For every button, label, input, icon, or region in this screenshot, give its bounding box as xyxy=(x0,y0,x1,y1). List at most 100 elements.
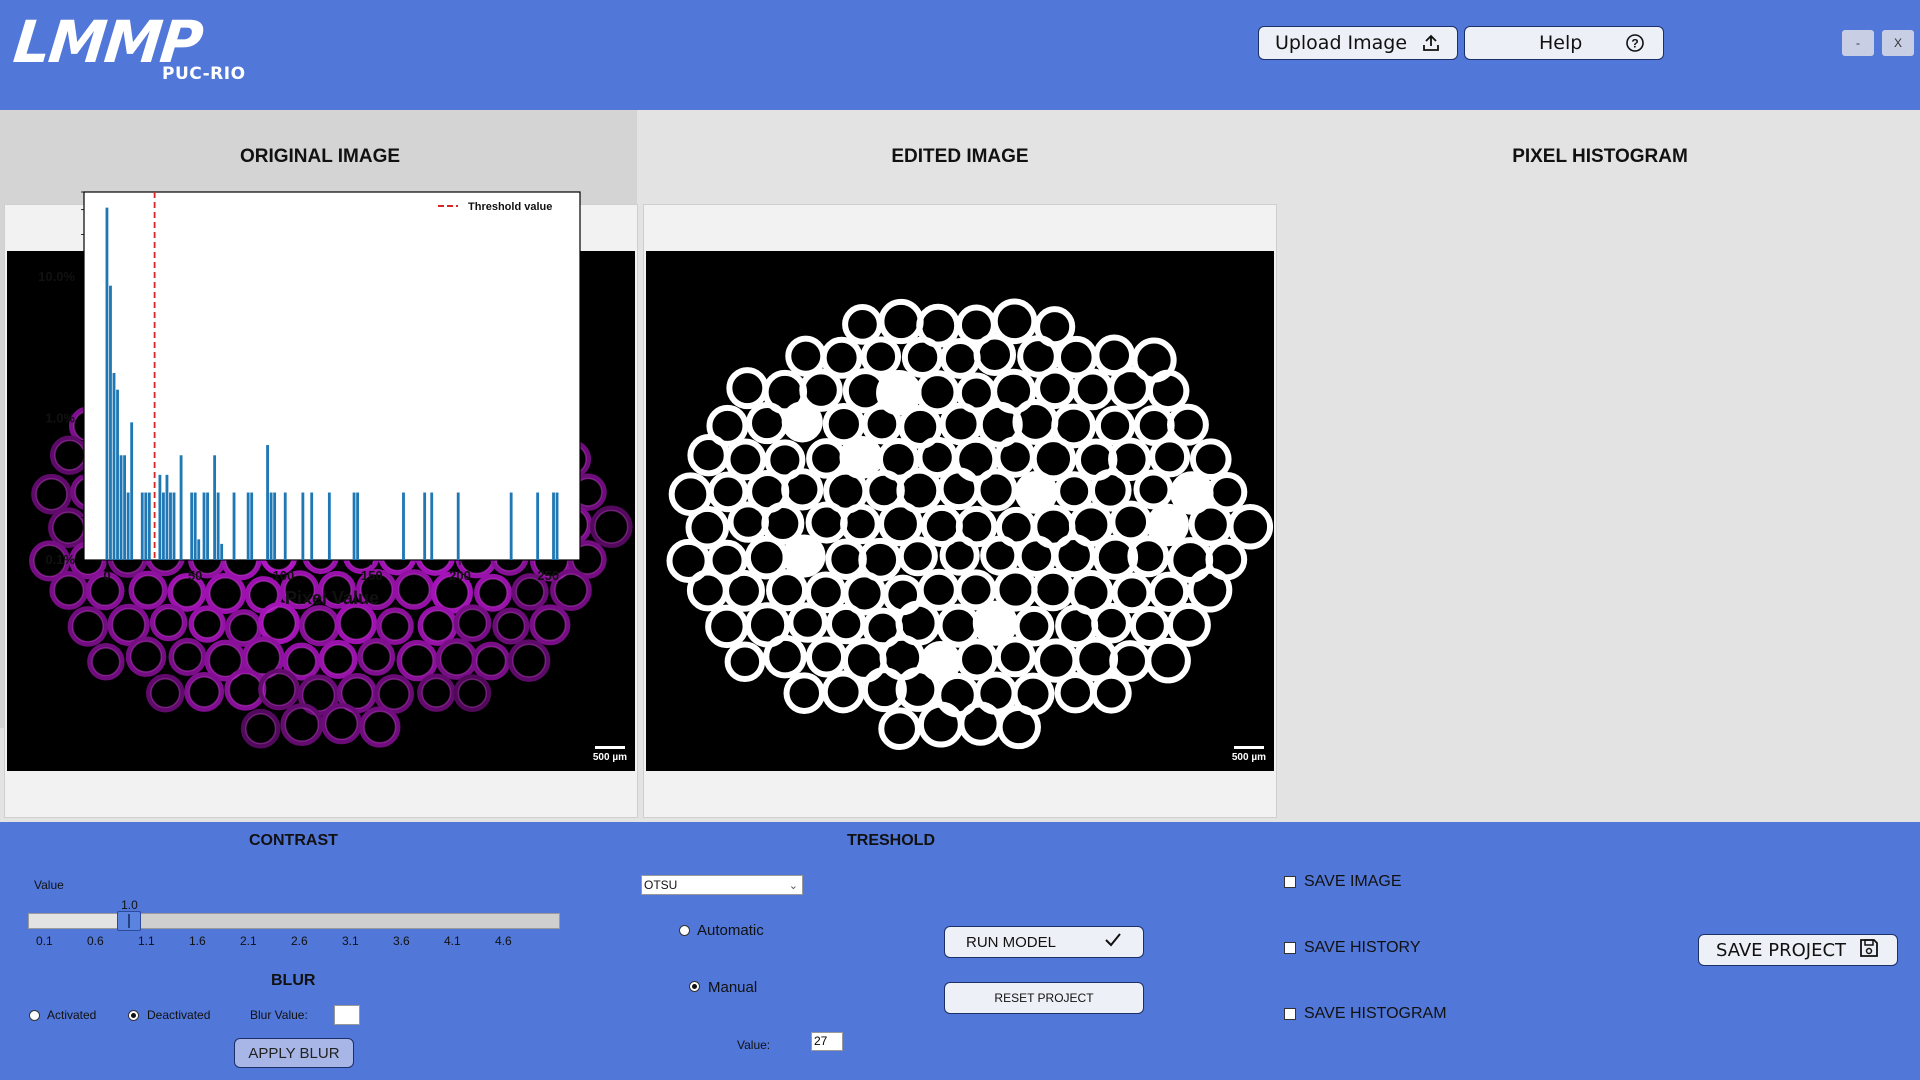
threshold-title: TRESHOLD xyxy=(847,832,935,849)
original-scale-bar: 500 µm xyxy=(593,746,627,763)
contrast-title: CONTRAST xyxy=(249,832,338,849)
histogram-bar-2 xyxy=(112,373,116,560)
question-circle-icon: ? xyxy=(1625,33,1645,53)
controls-panel: CONTRAST Value 1.0 0.1 0.6 1.1 1.6 2.1 2.6 3.1… xyxy=(0,822,1920,1080)
upload-image-label: Upload Image xyxy=(1274,32,1408,54)
contrast-tick-3.1: 3.1 xyxy=(342,934,359,948)
histogram-bar-22 xyxy=(213,455,217,560)
save-image-checkbox[interactable] xyxy=(1284,876,1296,888)
histogram-bar-18 xyxy=(193,492,197,560)
floppy-disk-icon xyxy=(1858,937,1880,964)
histogram-bar-19 xyxy=(197,539,201,560)
run-model-button[interactable]: RUN MODEL xyxy=(944,926,1144,958)
lmmp-logo: LMMP PUC-RIO xyxy=(10,8,250,92)
histogram-bar-41 xyxy=(509,492,513,560)
close-button[interactable]: X xyxy=(1882,30,1914,56)
histogram-bar-1 xyxy=(109,285,112,560)
image-panels: ORIGINAL IMAGE EDITED IMAGE PIXEL HISTOG… xyxy=(0,110,1920,822)
threshold-method-value: OTSU xyxy=(644,878,678,892)
save-history-checkbox[interactable] xyxy=(1284,942,1296,954)
x-tick-label-200: 200 xyxy=(449,568,471,583)
logo-subtext: PUC-RIO xyxy=(162,64,246,84)
threshold-method-select[interactable]: OTSU ⌄ xyxy=(641,875,803,895)
histogram-bar-14 xyxy=(169,492,172,560)
threshold-value-label: Value: xyxy=(737,1038,771,1052)
threshold-value-input[interactable]: 27 xyxy=(811,1032,843,1051)
contrast-slider-track[interactable] xyxy=(28,913,560,929)
histogram-bar-37 xyxy=(402,492,405,560)
x-axis-label: Pixel Value xyxy=(285,588,379,608)
histogram-bar-11 xyxy=(158,474,162,560)
y-tick-label-0.1: 0.1% xyxy=(45,552,75,567)
reset-project-button[interactable]: RESET PROJECT xyxy=(944,982,1144,1014)
contrast-tick-3.6: 3.6 xyxy=(393,934,410,948)
y-tick-label-1: 1.0% xyxy=(45,411,75,426)
contrast-tick-2.6: 2.6 xyxy=(291,934,308,948)
histogram-bar-24 xyxy=(220,543,224,560)
y-tick-label-10: 10.0% xyxy=(38,269,75,284)
blur-title: BLUR xyxy=(271,972,316,989)
histogram-bar-20 xyxy=(202,492,206,560)
histogram-bar-40 xyxy=(456,492,460,560)
edited-image-title: EDITED IMAGE xyxy=(891,146,1029,167)
edited-binary-image xyxy=(666,298,1274,751)
histogram-bar-27 xyxy=(250,492,254,560)
edited-image-panel: 500 µm xyxy=(643,204,1277,818)
x-tick-label-0: 0 xyxy=(103,568,110,583)
histogram-bar-44 xyxy=(555,492,559,560)
histogram-bar-3 xyxy=(116,389,119,560)
threshold-automatic-radio[interactable] xyxy=(679,925,690,936)
histogram-bar-6 xyxy=(126,492,130,560)
histogram-bar-43 xyxy=(552,492,555,560)
histogram-bar-23 xyxy=(216,492,220,560)
help-button[interactable]: Help ? xyxy=(1464,26,1664,60)
histogram-bar-26 xyxy=(246,492,250,560)
save-project-label: SAVE PROJECT xyxy=(1715,939,1847,961)
edited-scale-bar: 500 µm xyxy=(1232,746,1266,763)
histogram-bar-36 xyxy=(356,492,360,560)
x-tick-label-150: 150 xyxy=(361,568,383,583)
histogram-bar-30 xyxy=(273,492,277,560)
apply-blur-button[interactable]: APPLY BLUR xyxy=(234,1038,354,1068)
histogram-bar-17 xyxy=(190,492,194,560)
threshold-manual-radio[interactable] xyxy=(689,981,700,992)
minimize-button[interactable]: - xyxy=(1842,30,1874,56)
histogram-bar-4 xyxy=(119,455,123,560)
edited-scale-label: 500 µm xyxy=(1231,752,1266,763)
histogram-panel: 0 50 100 150 200 250 0.1% 1.0% 10.0% Pixel Value T… xyxy=(0,110,637,728)
threshold-automatic-label: Automatic xyxy=(697,922,764,939)
contrast-tick-1.1: 1.1 xyxy=(138,934,155,948)
contrast-tick-1.6: 1.6 xyxy=(189,934,206,948)
histogram-bar-9 xyxy=(144,492,148,560)
header-bar: LMMP PUC-RIO Upload Image Help ? - X xyxy=(0,0,1920,110)
histogram-bar-39 xyxy=(430,492,434,560)
histogram-title: PIXEL HISTOGRAM xyxy=(1512,146,1688,167)
upload-image-button[interactable]: Upload Image xyxy=(1258,26,1458,60)
checkmark-icon xyxy=(1104,932,1122,952)
blur-deactivated-label: Deactivated xyxy=(147,1008,211,1022)
histogram-bar-34 xyxy=(327,492,331,560)
save-history-label: SAVE HISTORY xyxy=(1304,939,1421,956)
x-tick-label-50: 50 xyxy=(188,568,202,583)
save-histogram-label: SAVE HISTOGRAM xyxy=(1304,1005,1447,1022)
contrast-value-label: Value xyxy=(34,878,64,892)
save-histogram-checkbox[interactable] xyxy=(1284,1008,1296,1020)
histogram-bar-42 xyxy=(536,492,540,560)
upload-icon xyxy=(1421,33,1441,53)
histogram-bar-25 xyxy=(232,492,236,560)
x-tick-label-100: 100 xyxy=(273,568,295,583)
blur-activated-radio[interactable] xyxy=(29,1010,40,1021)
original-image-title: ORIGINAL IMAGE xyxy=(239,146,401,167)
save-project-button[interactable]: SAVE PROJECT xyxy=(1698,934,1898,966)
histogram-bar-32 xyxy=(301,492,305,560)
chevron-down-icon: ⌄ xyxy=(788,880,798,892)
x-tick-label-250: 250 xyxy=(537,568,559,583)
contrast-slider-handle[interactable] xyxy=(117,911,142,931)
pixel-histogram-chart: 0 50 100 150 200 250 0.1% 1.0% 10.0% Pixel Value T… xyxy=(38,191,581,608)
blur-deactivated-radio[interactable] xyxy=(128,1010,139,1021)
contrast-tick-0.1: 0.1 xyxy=(36,934,53,948)
original-scale-label: 500 µm xyxy=(592,752,627,763)
histogram-bar-5 xyxy=(123,455,127,560)
blur-value-input[interactable] xyxy=(334,1005,360,1025)
